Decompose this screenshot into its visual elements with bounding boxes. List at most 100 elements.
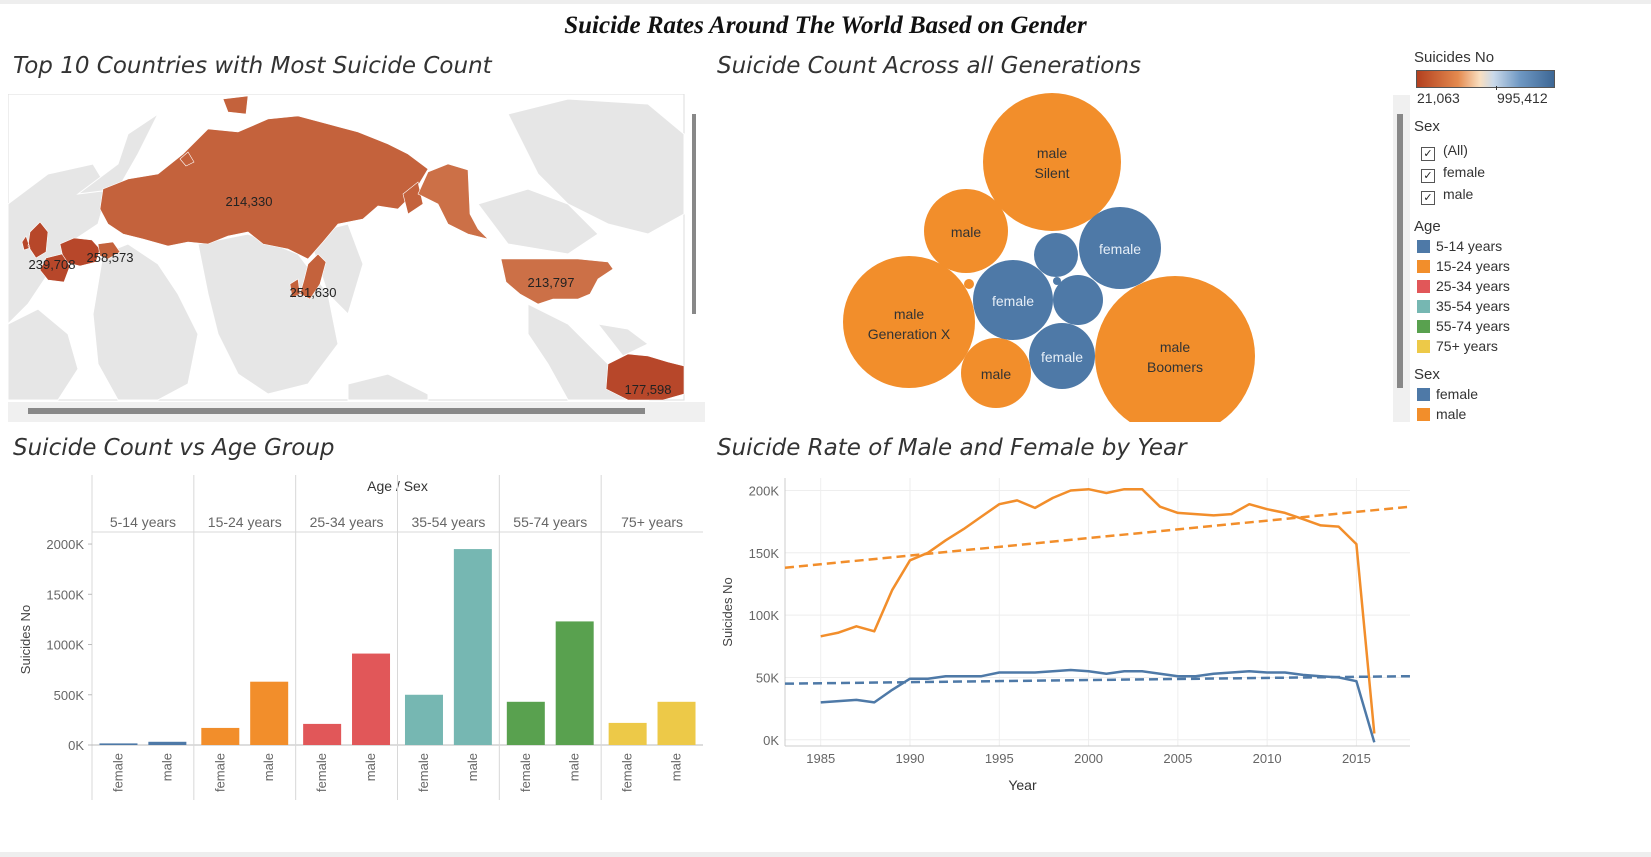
sex-filter-female[interactable]: ✓ female bbox=[1421, 164, 1485, 183]
color-legend-title: Suicides No bbox=[1414, 49, 1495, 66]
age-legend-label: 15-24 years bbox=[1436, 258, 1510, 274]
line-title: Suicide Rate of Male and Female by Year bbox=[717, 435, 1187, 461]
map-label-uk: 239,708 bbox=[29, 257, 76, 272]
color-legend-ramp bbox=[1416, 70, 1555, 88]
age-legend-swatch bbox=[1417, 340, 1430, 353]
bubble-female-5 bbox=[1053, 275, 1103, 325]
bar-sex-label: male bbox=[567, 753, 582, 781]
bar-age-header: 75+ years bbox=[621, 514, 683, 530]
bar-sex-label: male bbox=[159, 753, 174, 781]
line-series-female[interactable] bbox=[820, 668, 1376, 743]
bar-ylabel: Suicides No bbox=[18, 605, 33, 674]
line-series-male[interactable] bbox=[820, 487, 1376, 734]
map-chart[interactable]: 214,330 213,797 239,708 258,573 251,630 … bbox=[8, 94, 705, 422]
bar-75-years-female[interactable] bbox=[608, 722, 647, 745]
bubble-label-genx-gen: Generation X bbox=[868, 326, 951, 342]
line-xtick-label: 1995 bbox=[985, 751, 1014, 766]
age-legend-item[interactable]: 35-54 years bbox=[1417, 298, 1510, 314]
age-legend-label: 35-54 years bbox=[1436, 298, 1510, 314]
bar-55-74-years-female[interactable] bbox=[506, 701, 545, 745]
checkbox-female[interactable]: ✓ bbox=[1421, 169, 1435, 183]
bubble-female-1 bbox=[1079, 207, 1161, 289]
checkbox-all[interactable]: ✓ bbox=[1421, 147, 1435, 161]
age-legend-item[interactable]: 5-14 years bbox=[1417, 238, 1502, 254]
bottom-border bbox=[0, 852, 1651, 857]
age-legend-label: 55-74 years bbox=[1436, 318, 1510, 334]
map-labels: 214,330 213,797 239,708 258,573 251,630 … bbox=[29, 194, 672, 397]
bubble-label-boomers-gen: Boomers bbox=[1147, 359, 1203, 375]
country-korea bbox=[289, 278, 301, 299]
map-label-japan: 251,630 bbox=[290, 285, 337, 300]
map-label-germany: 258,573 bbox=[87, 250, 134, 265]
bar-35-54-years-female[interactable] bbox=[404, 694, 443, 745]
age-legend-item[interactable]: 25-34 years bbox=[1417, 278, 1510, 294]
bubble-title: Suicide Count Across all Generations bbox=[717, 53, 1141, 79]
sex-filter-all[interactable]: ✓ (All) bbox=[1421, 142, 1468, 161]
bar-sex-label: female bbox=[518, 753, 533, 792]
bubble-label-female-2: female bbox=[992, 293, 1034, 309]
sex-filter-male[interactable]: ✓ male bbox=[1421, 186, 1473, 205]
bar-sex-label: male bbox=[669, 753, 684, 781]
age-legend-item[interactable]: 75+ years bbox=[1417, 338, 1498, 354]
bar-15-24-years-female[interactable] bbox=[201, 727, 240, 745]
age-legend-label: 5-14 years bbox=[1436, 238, 1503, 254]
bar-25-34-years-female[interactable] bbox=[303, 723, 342, 745]
line-ytick-label: 100K bbox=[749, 608, 780, 623]
sex-legend-swatch bbox=[1417, 388, 1430, 401]
bubble-male-tiny bbox=[964, 279, 974, 289]
sex-legend-item[interactable]: female bbox=[1417, 386, 1478, 402]
sex-filter-title: Sex bbox=[1414, 118, 1440, 135]
map-label-usa: 213,797 bbox=[528, 275, 575, 290]
bubble-label-male-1: male bbox=[951, 224, 982, 240]
bar-sex-label: female bbox=[416, 753, 431, 792]
bubble-label-silent-gen: Silent bbox=[1034, 165, 1069, 181]
bubble-male-boomers bbox=[1095, 276, 1255, 422]
bar-ytick-label: 0K bbox=[68, 738, 84, 753]
sex-legend-title: Sex bbox=[1414, 366, 1440, 383]
age-legend-swatch bbox=[1417, 240, 1430, 253]
bar-sex-label: female bbox=[620, 753, 635, 792]
age-legend-swatch bbox=[1417, 280, 1430, 293]
bar-5-14-years-female[interactable] bbox=[99, 743, 138, 745]
sex-filter-female-label: female bbox=[1443, 164, 1486, 180]
bar-5-14-years-male[interactable] bbox=[148, 741, 187, 745]
age-legend-label: 25-34 years bbox=[1436, 278, 1510, 294]
bubble-female-6 bbox=[1053, 277, 1061, 285]
age-legend-title: Age bbox=[1414, 218, 1441, 235]
map-label-russia: 214,330 bbox=[226, 194, 273, 209]
line-ytick-label: 0K bbox=[763, 733, 779, 748]
checkbox-male[interactable]: ✓ bbox=[1421, 191, 1435, 205]
line-xtick-label: 2010 bbox=[1253, 751, 1282, 766]
map-vertical-scrollbar[interactable] bbox=[692, 114, 696, 314]
age-legend-swatch bbox=[1417, 320, 1430, 333]
age-legend-item[interactable]: 15-24 years bbox=[1417, 258, 1510, 274]
bubble-circles bbox=[843, 93, 1255, 422]
bubble-vertical-scrollbar[interactable] bbox=[1397, 114, 1403, 388]
country-ukraine bbox=[97, 241, 121, 260]
bubble-label-female-1: female bbox=[1099, 241, 1141, 257]
country-russia-islands bbox=[179, 95, 424, 215]
bar-15-24-years-male[interactable] bbox=[250, 681, 289, 745]
bar-ytick-label: 1500K bbox=[46, 587, 84, 602]
sex-legend-item[interactable]: male bbox=[1417, 406, 1466, 422]
map-countries bbox=[21, 95, 685, 401]
bubble-chart[interactable]: male Silent male male Generation X male … bbox=[710, 90, 1410, 422]
bubble-female-4 bbox=[1034, 233, 1078, 277]
sex-legend-swatch bbox=[1417, 408, 1430, 421]
bubble-male-generation-x bbox=[843, 256, 975, 388]
bar-55-74-years-male[interactable] bbox=[555, 621, 594, 745]
age-legend-item[interactable]: 55-74 years bbox=[1417, 318, 1510, 334]
bar-35-54-years-male[interactable] bbox=[453, 549, 492, 745]
line-xtick-label: 1990 bbox=[896, 751, 925, 766]
bar-title: Suicide Count vs Age Group bbox=[13, 435, 335, 461]
line-ytick-label: 50K bbox=[756, 670, 779, 685]
bubble-label-genx-sex: male bbox=[894, 306, 925, 322]
bar-25-34-years-male[interactable] bbox=[352, 653, 391, 745]
bar-75-years-male[interactable] bbox=[657, 701, 696, 745]
line-xtick-label: 2000 bbox=[1074, 751, 1103, 766]
map-horizontal-scrollbar[interactable] bbox=[28, 408, 645, 414]
line-trend-female bbox=[784, 674, 1411, 685]
bar-age-header: 5-14 years bbox=[110, 514, 176, 530]
sex-legend-label: female bbox=[1436, 386, 1479, 402]
